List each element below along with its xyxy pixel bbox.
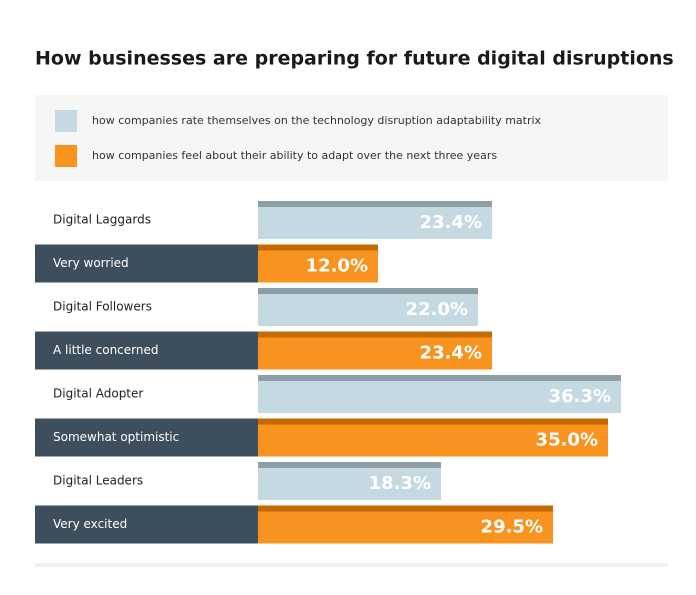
legend-label: how companies feel about their ability t…: [92, 149, 497, 162]
value-label: 29.5%: [481, 517, 543, 538]
value-label: 18.3%: [369, 473, 431, 494]
row-label-bg: [35, 375, 258, 413]
bar: [258, 462, 441, 500]
row-label-bg: [35, 201, 258, 239]
value-label: 36.3%: [549, 386, 611, 407]
bar-top-strip: [258, 462, 441, 468]
bar: [258, 418, 608, 457]
row-label: Digital Adopter: [53, 387, 143, 401]
bar-top-strip: [258, 288, 478, 294]
row-label: Very excited: [53, 517, 127, 531]
value-label: 12.0%: [306, 256, 368, 277]
bar: [258, 201, 492, 239]
value-label: 23.4%: [420, 343, 482, 364]
legend-swatch: [55, 110, 77, 132]
bar-top-strip: [258, 201, 492, 207]
row-label: Digital Leaders: [53, 474, 143, 488]
bar: [258, 288, 478, 326]
bar: [258, 331, 492, 370]
row-label-bg: [35, 331, 258, 370]
bar: [258, 505, 553, 544]
row-label: Digital Followers: [53, 300, 152, 314]
row-label-bg: [35, 505, 258, 544]
row-label: Very worried: [53, 256, 129, 270]
row-label-bg: [35, 288, 258, 326]
bar-top-strip: [258, 331, 492, 338]
bar-top-strip: [258, 505, 553, 512]
chart-title: How businesses are preparing for future …: [35, 48, 674, 70]
value-label: 23.4%: [420, 212, 482, 233]
row-label-bg: [35, 244, 258, 283]
bar: [258, 375, 621, 413]
bar-top-strip: [258, 418, 608, 425]
bottom-rule: [35, 563, 668, 567]
row-label: Somewhat optimistic: [53, 430, 179, 444]
legend-box: [35, 95, 668, 181]
legend-swatch: [55, 145, 77, 167]
bar: [258, 244, 378, 283]
bar-top-strip: [258, 375, 621, 381]
row-label-bg: [35, 462, 258, 500]
legend-label: how companies rate themselves on the tec…: [92, 114, 542, 127]
value-label: 35.0%: [536, 430, 598, 451]
row-label: A little concerned: [53, 343, 159, 357]
row-label-bg: [35, 418, 258, 457]
bar-top-strip: [258, 244, 378, 251]
row-label: Digital Laggards: [53, 213, 151, 227]
value-label: 22.0%: [406, 299, 468, 320]
